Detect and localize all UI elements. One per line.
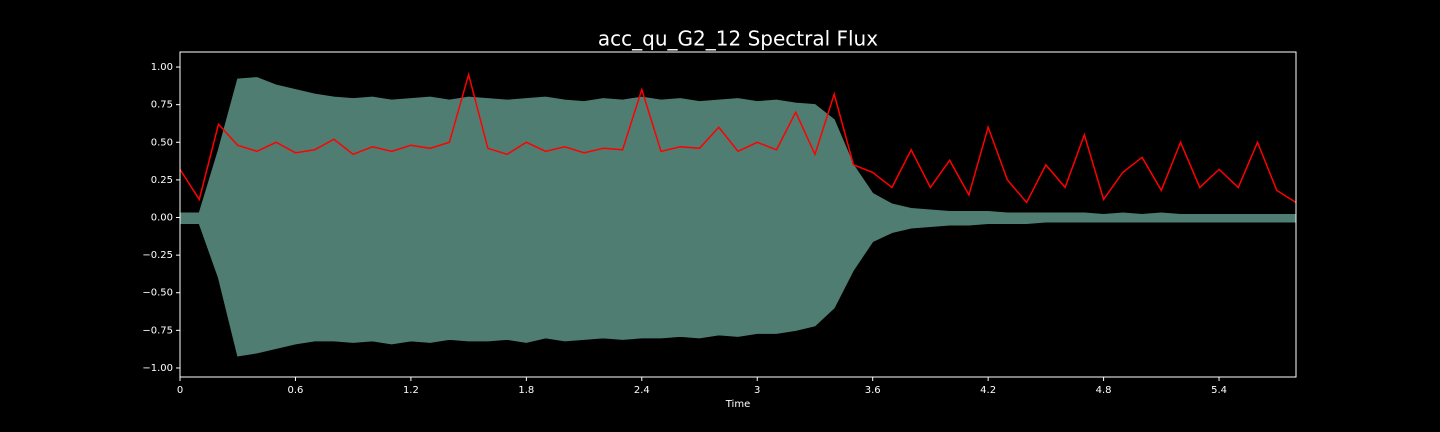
y-tick-label: −0.75: [142, 325, 173, 336]
y-tick-label: 0.00: [151, 213, 173, 224]
plot-frame: [179, 51, 1297, 378]
y-tick-label: 0.25: [151, 175, 173, 186]
x-tick-label: 0.6: [287, 385, 303, 396]
x-tick-label: 1.8: [518, 385, 534, 396]
x-tick-label: 0: [177, 385, 183, 396]
y-tick-label: −0.50: [142, 288, 173, 299]
x-tick-label: 3: [754, 385, 760, 396]
y-tick-label: 1.00: [151, 62, 173, 73]
y-tick-label: 0.50: [151, 137, 173, 148]
x-tick-label: 5.4: [1211, 385, 1227, 396]
x-tick-label: 4.8: [1096, 385, 1112, 396]
x-axis-label: Time: [725, 399, 750, 410]
y-tick-label: −1.00: [142, 363, 173, 374]
x-tick-label: 3.6: [865, 385, 881, 396]
x-tick-label: 2.4: [634, 385, 650, 396]
y-tick-label: 0.75: [151, 100, 173, 111]
x-tick-label: 1.2: [403, 385, 419, 396]
flux-line: [179, 71, 1297, 204]
waveform-band: [179, 77, 1297, 357]
y-tick-label: −0.25: [142, 250, 173, 261]
chart-title: acc_qu_G2_12 Spectral Flux: [598, 27, 878, 51]
x-tick-label: 4.2: [980, 385, 996, 396]
